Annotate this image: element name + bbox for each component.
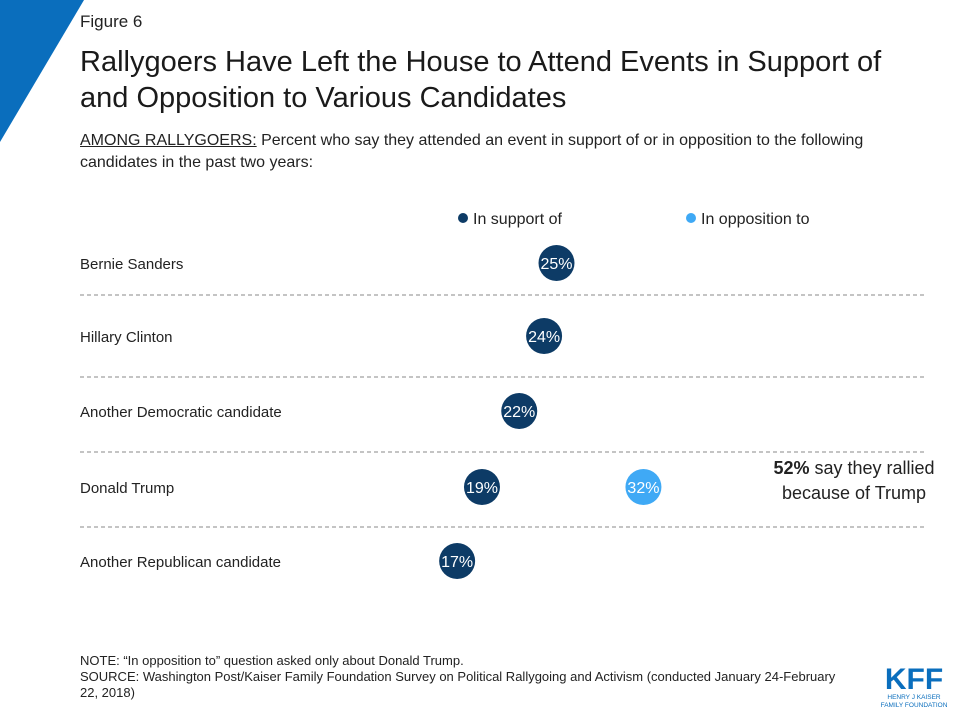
source-line: SOURCE: Washington Post/Kaiser Family Fo…	[80, 669, 836, 700]
svg-text:KFF: KFF	[885, 663, 943, 696]
opposition-dot	[625, 469, 662, 505]
data-label: 22%	[503, 404, 535, 421]
dot-chart: In support of In opposition to Bernie Sand…	[80, 211, 926, 579]
support-dot	[439, 543, 476, 579]
annotation-text: say they rallied because of Trump	[781, 458, 935, 503]
data-label: 25%	[540, 256, 572, 273]
support-dot	[538, 245, 575, 281]
data-label: 24%	[528, 329, 560, 346]
category-label: Donald Trump	[80, 480, 174, 497]
category-label: Another Democratic candidate	[80, 404, 282, 421]
support-dot	[526, 318, 563, 354]
support-dot	[501, 393, 538, 429]
data-label: 19%	[466, 480, 498, 497]
notes-block: NOTE: “In opposition to” question asked …	[80, 653, 840, 701]
chart-title: Rallygoers Have Left the House to Attend…	[80, 46, 882, 114]
legend-label-opposition: In opposition to	[701, 211, 810, 228]
data-label: 17%	[441, 554, 473, 571]
legend-marker-support	[458, 213, 468, 223]
svg-text:FAMILY FOUNDATION: FAMILY FOUNDATION	[881, 702, 948, 709]
kff-logo: KFF HENRY J KAISER FAMILY FOUNDATION	[881, 663, 948, 709]
data-label: 32%	[627, 480, 659, 497]
category-label: Another Republican candidate	[80, 554, 281, 571]
note-line: NOTE: “In opposition to” question asked …	[80, 653, 464, 668]
figure-label: Figure 6	[80, 12, 143, 31]
subtitle-lead: AMONG RALLYGOERS:	[80, 132, 257, 149]
chart-subtitle: AMONG RALLYGOERS: Percent who say they a…	[80, 130, 930, 174]
legend-label-support: In support of	[473, 211, 563, 228]
trump-annotation: 52% say they rallied because of Trump	[762, 456, 946, 506]
legend-marker-opposition	[686, 213, 696, 223]
subtitle-text: Percent who say they attended an event i…	[80, 132, 864, 171]
corner-accent	[0, 0, 84, 142]
category-label: Bernie Sanders	[80, 256, 183, 273]
annotation-percent: 52%	[773, 458, 810, 478]
support-dot	[463, 469, 500, 505]
category-label: Hillary Clinton	[80, 329, 173, 346]
svg-text:HENRY J KAISER: HENRY J KAISER	[887, 694, 941, 701]
